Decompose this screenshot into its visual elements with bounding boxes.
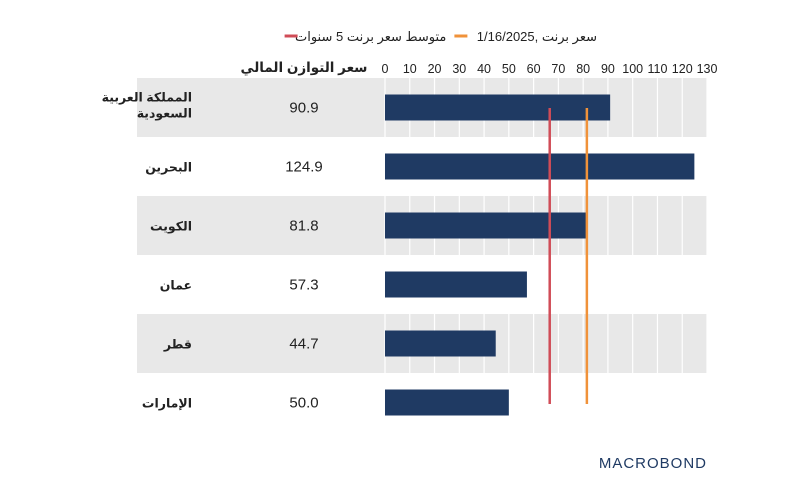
macrobond-logo: MACROBOND <box>599 455 707 472</box>
category-label: البحرين <box>145 161 192 175</box>
x-tick-label: 40 <box>477 62 491 76</box>
category-label: المملكة العربية <box>102 91 192 105</box>
x-tick-label: 10 <box>403 62 417 76</box>
x-tick-label: 100 <box>622 62 643 76</box>
bar <box>385 212 588 239</box>
category-label: السعودية <box>137 107 192 121</box>
legend-label: سعر برنت ,1/16/2025 <box>477 29 597 45</box>
x-tick-label: 130 <box>697 62 718 76</box>
x-tick-label: 70 <box>551 62 565 76</box>
x-tick-label: 50 <box>502 62 516 76</box>
x-tick-label: 60 <box>527 62 541 76</box>
bar <box>385 153 695 180</box>
x-tick-label: 120 <box>672 62 693 76</box>
legend-label: متوسط سعر برنت 5 سنوات <box>295 29 446 45</box>
x-tick-label: 20 <box>428 62 442 76</box>
value-label: 50.0 <box>289 395 318 412</box>
value-column-header: سعر التوازن المالي <box>241 60 368 75</box>
x-tick-label: 80 <box>576 62 590 76</box>
category-label: الكويت <box>150 220 192 234</box>
x-tick-label: 90 <box>601 62 615 76</box>
bar <box>385 94 611 121</box>
bar <box>385 330 496 357</box>
value-label: 124.9 <box>285 159 323 176</box>
value-label: 57.3 <box>289 277 318 294</box>
bar <box>385 271 527 298</box>
bar <box>385 389 509 416</box>
value-label: 81.8 <box>289 218 318 235</box>
x-tick-label: 0 <box>382 62 389 76</box>
category-label: قطر <box>163 338 192 352</box>
x-tick-label: 110 <box>647 62 667 76</box>
category-label: الإمارات <box>142 397 192 411</box>
x-tick-label: 30 <box>452 62 466 76</box>
category-label: عمان <box>160 279 192 293</box>
value-label: 44.7 <box>289 336 318 353</box>
value-label: 90.9 <box>289 100 318 117</box>
